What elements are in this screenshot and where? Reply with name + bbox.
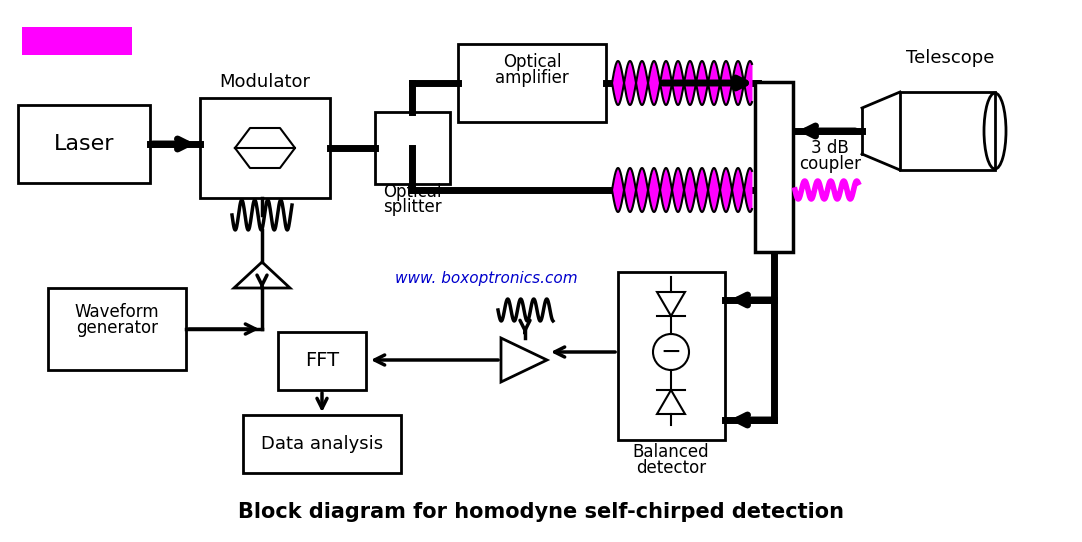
Text: −: − — [660, 340, 682, 364]
Text: FFT: FFT — [305, 352, 339, 371]
Bar — [900, 92, 995, 170]
Text: splitter: splitter — [383, 198, 441, 216]
Text: Optical: Optical — [383, 183, 441, 201]
Bar — [48, 288, 186, 370]
Text: detector: detector — [636, 459, 707, 477]
Text: Block diagram for homodyne self-chirped detection: Block diagram for homodyne self-chirped … — [238, 502, 844, 522]
Text: generator: generator — [76, 319, 158, 337]
Text: coupler: coupler — [799, 155, 861, 173]
Text: Waveform: Waveform — [75, 303, 159, 321]
Text: Laser: Laser — [54, 134, 115, 154]
Text: amplifier: amplifier — [496, 69, 569, 87]
Bar — [22, 27, 132, 55]
Text: Balanced: Balanced — [633, 443, 710, 461]
Text: Telescope: Telescope — [906, 49, 994, 67]
Text: Data analysis: Data analysis — [261, 435, 383, 453]
Text: 3 dB: 3 dB — [812, 139, 849, 157]
Bar — [755, 82, 793, 252]
Bar — [278, 332, 366, 390]
Text: Modulator: Modulator — [220, 73, 311, 91]
Bar — [458, 44, 606, 122]
Bar — [375, 112, 450, 184]
Bar — [243, 415, 401, 473]
Text: www. boxoptronics.com: www. boxoptronics.com — [395, 270, 578, 286]
Bar — [618, 272, 725, 440]
Bar — [200, 98, 330, 198]
Text: Optical: Optical — [503, 53, 562, 71]
Bar — [18, 105, 150, 183]
